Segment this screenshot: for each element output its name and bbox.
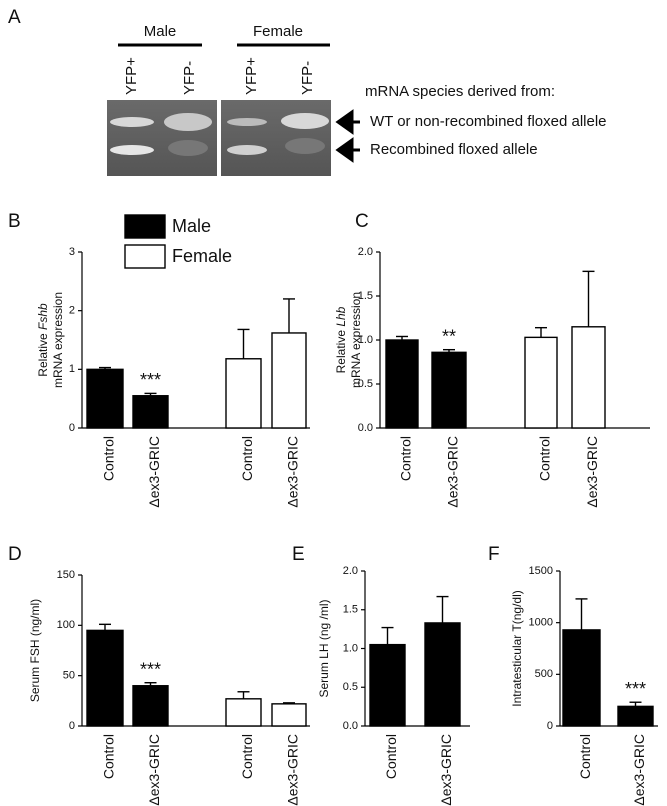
x-tick-label: Control <box>239 436 255 481</box>
legend-swatch <box>124 244 166 269</box>
y-tick-label: 100 <box>57 619 75 631</box>
bar <box>86 368 124 429</box>
bar <box>431 351 467 429</box>
bar <box>225 698 262 727</box>
y-tick-label: 2.0 <box>358 246 373 258</box>
bar <box>424 622 461 727</box>
band-label: WT or non-recombined floxed allele <box>370 113 607 130</box>
lane-label: YFP- <box>299 61 316 95</box>
y-tick-label: 0.5 <box>343 681 358 693</box>
x-tick-label: Δex3-GRIC <box>285 734 301 806</box>
panel-label: A <box>8 7 21 28</box>
x-tick-label: Control <box>239 734 255 779</box>
y-label-part: Relative <box>36 333 50 377</box>
y-axis-label: mRNA expression <box>349 292 363 388</box>
y-tick-label: 3 <box>69 246 75 258</box>
panel-label: F <box>488 544 500 565</box>
y-axis-label: Relative Lhb <box>334 306 348 373</box>
bar <box>571 326 606 429</box>
panel-label: D <box>8 544 22 565</box>
bar <box>562 629 601 727</box>
y-tick-label: 2 <box>69 305 75 317</box>
lane-label: YFP- <box>181 61 198 95</box>
x-tick-label: Control <box>537 436 553 481</box>
panel-label: E <box>292 544 305 565</box>
y-tick-label: 1.5 <box>358 290 373 302</box>
x-tick-label: Δex3-GRIC <box>631 734 647 806</box>
y-tick-label: 1000 <box>529 617 553 629</box>
legend-label: Male <box>172 216 211 236</box>
y-axis-label: mRNA expression <box>51 292 65 388</box>
x-tick-label: Δex3-GRIC <box>438 734 454 806</box>
y-tick-label: 50 <box>63 670 75 682</box>
x-tick-label: Δex3-GRIC <box>146 734 162 806</box>
y-tick-label: 0 <box>547 720 553 732</box>
significance: *** <box>625 679 646 699</box>
bar <box>132 685 169 727</box>
legend-heading: mRNA species derived from: <box>365 83 555 100</box>
y-axis-label: Serum LH (ng /ml) <box>317 599 331 697</box>
significance: *** <box>140 659 161 679</box>
arrow <box>335 137 360 163</box>
y-tick-label: 150 <box>57 569 75 581</box>
group-label: Male <box>144 23 177 40</box>
panel-label: C <box>355 211 369 232</box>
x-tick-label: Δex3-GRIC <box>445 436 461 508</box>
group-label: Female <box>253 23 303 40</box>
bar <box>369 643 406 727</box>
x-tick-label: Control <box>577 734 593 779</box>
bar <box>617 705 654 727</box>
significance: ** <box>442 326 456 346</box>
y-label-part: Lhb <box>334 306 348 326</box>
y-tick-label: 1 <box>69 363 75 375</box>
y-tick-label: 0.5 <box>358 378 373 390</box>
bar <box>86 629 124 727</box>
y-tick-label: 1500 <box>529 565 553 577</box>
gel-image <box>107 100 331 176</box>
y-label-part: Relative <box>334 330 348 374</box>
lane-label: YFP+ <box>123 57 140 95</box>
y-axis-label: Relative Fshb <box>36 303 50 377</box>
band-label: Recombined floxed allele <box>370 141 538 158</box>
x-tick-label: Control <box>383 734 399 779</box>
y-tick-label: 1.0 <box>358 334 373 346</box>
bar <box>132 395 169 429</box>
y-axis-label: Intratesticular T(ng/dl) <box>510 590 524 707</box>
panel-label: B <box>8 211 21 232</box>
bar <box>385 339 419 429</box>
x-tick-label: Control <box>101 436 117 481</box>
lane-label: YFP+ <box>243 57 260 95</box>
y-tick-label: 1.0 <box>343 642 358 654</box>
x-tick-label: Control <box>101 734 117 779</box>
y-axis-label: Serum FSH (ng/ml) <box>28 599 42 702</box>
y-tick-label: 0 <box>69 422 75 434</box>
x-tick-label: Control <box>398 436 414 481</box>
y-tick-label: 0 <box>69 720 75 732</box>
y-tick-label: 0.0 <box>343 720 358 732</box>
y-tick-label: 500 <box>535 668 553 680</box>
significance: *** <box>140 370 161 390</box>
bar <box>271 703 307 727</box>
y-tick-label: 1.5 <box>343 604 358 616</box>
x-tick-label: Δex3-GRIC <box>146 436 162 508</box>
legend-swatch <box>124 214 166 239</box>
bar <box>524 336 558 429</box>
x-tick-label: Δex3-GRIC <box>285 436 301 508</box>
y-tick-label: 0.0 <box>358 422 373 434</box>
y-tick-label: 2.0 <box>343 565 358 577</box>
arrow <box>335 109 360 135</box>
bar <box>225 358 262 429</box>
y-label-part: Fshb <box>36 303 50 330</box>
legend-label: Female <box>172 246 232 266</box>
bar <box>271 332 307 429</box>
x-tick-label: Δex3-GRIC <box>584 436 600 508</box>
